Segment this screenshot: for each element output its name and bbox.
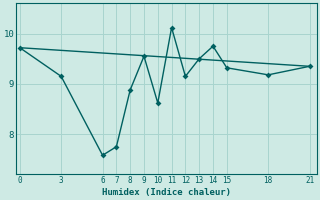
X-axis label: Humidex (Indice chaleur): Humidex (Indice chaleur) <box>101 188 231 197</box>
